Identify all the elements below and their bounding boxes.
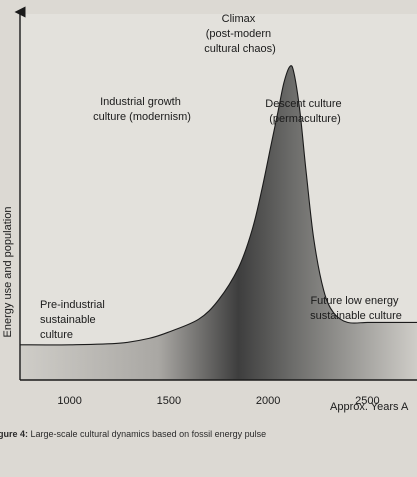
x-tick-label: 1000: [57, 395, 81, 407]
area-series: [20, 65, 417, 381]
annotation-pre-industrial: Pre-industrial sustainable culture: [40, 299, 108, 341]
y-axis-label: Energy use and population: [2, 207, 14, 338]
x-tick-label: 2500: [355, 395, 379, 407]
annotation-future: Future low energy sustainable culture: [310, 295, 402, 322]
annotation-descent: Descent culture (permaculture): [265, 98, 345, 125]
area-series-outline: [19, 65, 417, 346]
x-tick-label: 2000: [256, 395, 280, 407]
caption-text: Large-scale cultural dynamics based on f…: [30, 429, 267, 439]
x-axis-label: Approx. Years A: [330, 401, 409, 413]
figure-caption: gure 4: Large-scale cultural dynamics ba…: [0, 429, 415, 439]
caption-label: gure 4:: [0, 429, 29, 439]
x-tick-label: 1500: [157, 395, 181, 407]
annotation-climax: Climax (post-modern cultural chaos): [204, 13, 276, 55]
annotation-industrial-growth: Industrial growth culture (modernism): [93, 96, 191, 123]
